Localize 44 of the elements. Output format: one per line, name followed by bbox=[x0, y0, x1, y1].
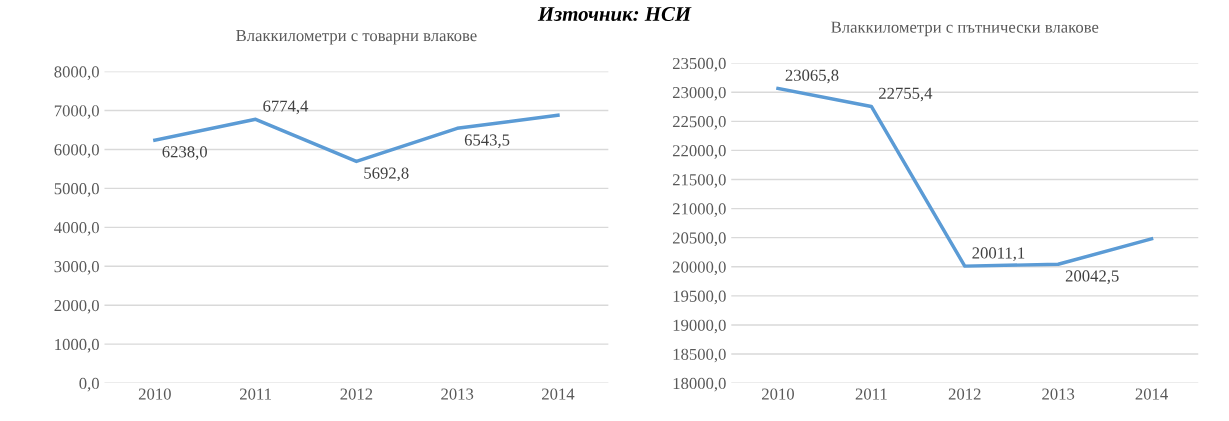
y-tick-label: 20000,0 bbox=[672, 261, 726, 276]
y-tick-label: 3000,0 bbox=[54, 260, 99, 275]
line-series bbox=[153, 113, 560, 164]
y-tick-label: 6000,0 bbox=[54, 144, 99, 158]
x-tick-label: 2011 bbox=[240, 388, 271, 400]
y-tick-label: 19000,0 bbox=[673, 319, 726, 334]
data-label: 23065,8 bbox=[785, 69, 839, 84]
y-tick-label: 20500,0 bbox=[672, 232, 726, 247]
y-tick-label: 23500,0 bbox=[672, 57, 726, 72]
x-tick-label: 2010 bbox=[762, 388, 794, 400]
data-label: 6238,0 bbox=[162, 146, 207, 160]
y-tick-label: 0,0 bbox=[79, 377, 99, 392]
x-tick-label: 2014 bbox=[542, 388, 575, 400]
chart-title: Влаккилометри с пътнически влакове bbox=[831, 21, 1099, 37]
data-label: 5692,8 bbox=[364, 167, 409, 182]
y-tick-label: 1000,0 bbox=[55, 338, 99, 353]
x-tick-label: 2010 bbox=[138, 388, 171, 400]
y-tick-label: 21000,0 bbox=[672, 203, 726, 217]
y-tick-label: 2000,0 bbox=[54, 299, 99, 314]
y-tick-label: 23000,0 bbox=[672, 86, 726, 101]
x-tick-label: 2013 bbox=[441, 388, 474, 400]
y-tick-label: 18500,0 bbox=[673, 348, 726, 363]
y-tick-label: 19500,0 bbox=[673, 290, 726, 305]
line-series bbox=[776, 86, 1154, 268]
data-label: 20042,5 bbox=[1065, 270, 1119, 284]
x-tick-label: 2014 bbox=[1135, 388, 1168, 400]
data-label: 6543,5 bbox=[464, 134, 510, 148]
data-label: 6774,4 bbox=[263, 100, 309, 115]
y-tick-label: 8000,0 bbox=[54, 66, 99, 80]
data-label: 20011,1 bbox=[972, 247, 1025, 261]
y-tick-label: 22500,0 bbox=[672, 116, 726, 130]
y-tick-label: 18000,0 bbox=[673, 377, 726, 392]
y-tick-label: 21500,0 bbox=[672, 174, 726, 188]
x-tick-label: 2013 bbox=[1042, 388, 1075, 400]
chart-title: Влаккилометри с товарни влакове bbox=[236, 30, 477, 45]
y-tick-label: 4000,0 bbox=[54, 222, 99, 236]
data-label: 22755,4 bbox=[879, 87, 933, 102]
x-tick-label: 2012 bbox=[340, 388, 373, 400]
text: Източник: НСИ bbox=[537, 6, 692, 22]
y-tick-label: 5000,0 bbox=[54, 183, 99, 197]
y-tick-label: 7000,0 bbox=[54, 105, 99, 119]
x-tick-label: 2011 bbox=[855, 388, 887, 400]
x-tick-label: 2012 bbox=[948, 388, 981, 400]
y-tick-label: 22000,0 bbox=[672, 145, 726, 159]
